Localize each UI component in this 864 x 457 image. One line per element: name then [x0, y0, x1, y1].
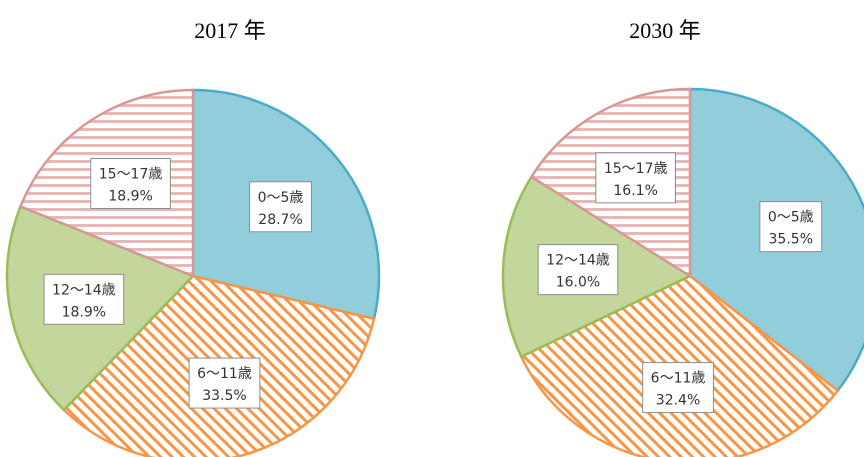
value-label: 35.5%: [769, 232, 813, 248]
label-box: [188, 357, 261, 409]
label-box: [43, 273, 125, 325]
value-label: 33.5%: [202, 388, 246, 404]
label-box: [642, 362, 714, 414]
category-label: 0〜5歳: [258, 190, 304, 206]
value-label: 16.0%: [556, 275, 600, 291]
category-label: 6〜11歳: [197, 366, 252, 382]
label-box: [90, 158, 171, 210]
category-label: 15〜17歳: [604, 161, 668, 177]
value-label: 28.7%: [258, 212, 302, 228]
category-label: 12〜14歳: [52, 282, 116, 298]
category-label: 12〜14歳: [546, 253, 610, 269]
chart-title: 2030 年: [629, 18, 701, 43]
value-label: 16.1%: [613, 183, 657, 199]
value-label: 32.4%: [656, 393, 700, 409]
category-label: 6〜11歳: [651, 371, 706, 387]
category-label: 15〜17歳: [99, 167, 163, 183]
label-box: [759, 201, 823, 253]
chart-title: 2017 年: [194, 18, 266, 43]
label-box: [595, 152, 676, 204]
category-label: 0〜5歳: [768, 210, 814, 226]
label-box: [537, 244, 619, 296]
value-label: 18.9%: [108, 189, 152, 205]
label-box: [249, 181, 312, 233]
value-label: 18.9%: [62, 304, 106, 320]
